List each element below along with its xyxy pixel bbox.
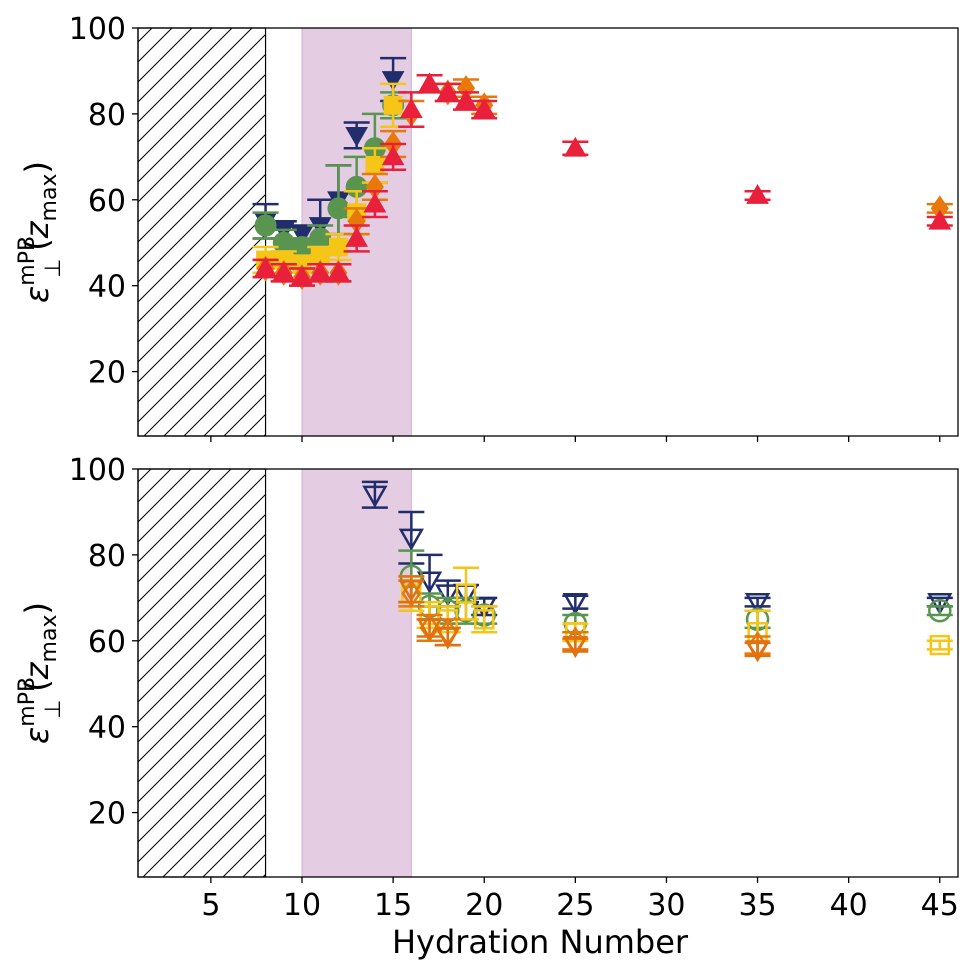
bottom-navy-point <box>416 571 443 594</box>
bottom-darkorange-point <box>398 580 424 603</box>
top-ytick-label: 40 <box>88 270 126 305</box>
top-red-point <box>254 256 277 277</box>
top-red-point <box>472 98 496 118</box>
bottom-ytick-label: 20 <box>88 797 126 832</box>
bottom-ytick-label: 60 <box>88 625 126 660</box>
top-red-point <box>345 226 369 247</box>
top-yellow-point <box>383 95 403 115</box>
bottom-axes-frame <box>137 468 959 878</box>
top-green-point <box>254 214 277 237</box>
top-red-point <box>381 145 405 166</box>
top-red-point <box>363 192 387 213</box>
top-red-point <box>436 80 460 101</box>
bottom-ytick-label: 80 <box>88 539 126 574</box>
bottom-navy-point <box>562 593 588 616</box>
top-red-point <box>454 89 478 110</box>
bottom-navy-point <box>435 584 461 607</box>
top-ytick-label: 60 <box>88 184 126 219</box>
bottom-hatched-region <box>137 468 267 878</box>
bottom-xtick-label: 5 <box>201 888 220 923</box>
bottom-navy-point <box>362 485 388 508</box>
bottom-plot-area <box>138 469 958 877</box>
bottom-navy-point <box>471 597 497 620</box>
bottom-navy-point <box>927 593 953 616</box>
top-ytick-label: 100 <box>69 12 126 47</box>
bottom-darkorange-point <box>435 627 461 650</box>
top-red-point <box>418 72 441 93</box>
bottom-darkorange-point <box>416 618 443 641</box>
bottom-green-point <box>928 598 952 623</box>
bottom-yellow-point <box>929 634 950 656</box>
bottom-xtick-label: 30 <box>647 888 685 923</box>
top-panel: 20 40 60 80 100 εmPB⊥(zmax) <box>15 12 959 442</box>
bottom-darkorange-point <box>744 640 771 663</box>
top-red-point <box>327 261 350 282</box>
bottom-xtick-label: 40 <box>830 888 868 923</box>
bottom-navy-point <box>744 593 771 616</box>
top-red-point <box>399 98 423 118</box>
bottom-darkorange-point <box>562 635 588 659</box>
top-red-point <box>272 261 296 282</box>
top-axes-frame <box>137 27 959 437</box>
bottom-xtick-label: 35 <box>738 888 776 923</box>
top-plot-area <box>138 28 958 436</box>
bottom-xtick-label: 10 <box>283 888 321 923</box>
bottom-xtick-label: 45 <box>921 888 959 923</box>
bottom-xtick-label: 20 <box>465 888 503 923</box>
bottom-navy-point <box>398 528 424 551</box>
top-red-point <box>928 209 952 230</box>
top-ylabel: εmPB⊥(zmax) <box>15 161 66 303</box>
top-hatched-region <box>137 27 267 437</box>
top-red-point <box>746 183 769 204</box>
top-navy-point <box>381 71 405 92</box>
top-ytick-label: 80 <box>88 98 126 133</box>
bottom-series-darkorange <box>398 575 771 663</box>
top-ytick-label: 20 <box>88 356 126 391</box>
top-series-red <box>252 72 953 287</box>
bottom-yellow-point <box>474 609 495 630</box>
bottom-yellow-point <box>455 583 477 604</box>
bottom-xtick-label: 15 <box>374 888 412 923</box>
bottom-shaded-region <box>301 468 412 878</box>
bottom-panel: 20 40 60 80 100 5 10 15 20 25 30 35 40 45 εmPB⊥(zmax) H… <box>15 453 959 961</box>
top-red-point <box>563 136 587 157</box>
top-red-point <box>308 261 332 282</box>
bottom-ylabel: εmPB⊥(zmax) <box>15 602 66 744</box>
bottom-xlabel: Hydration Number <box>392 923 689 961</box>
bottom-ytick-label: 40 <box>88 711 126 746</box>
top-yellow-point <box>365 156 385 175</box>
bottom-xtick-label: 25 <box>556 888 594 923</box>
top-yellow-point <box>329 237 348 257</box>
top-navy-point <box>345 126 369 147</box>
bottom-ytick-label: 100 <box>69 453 126 488</box>
